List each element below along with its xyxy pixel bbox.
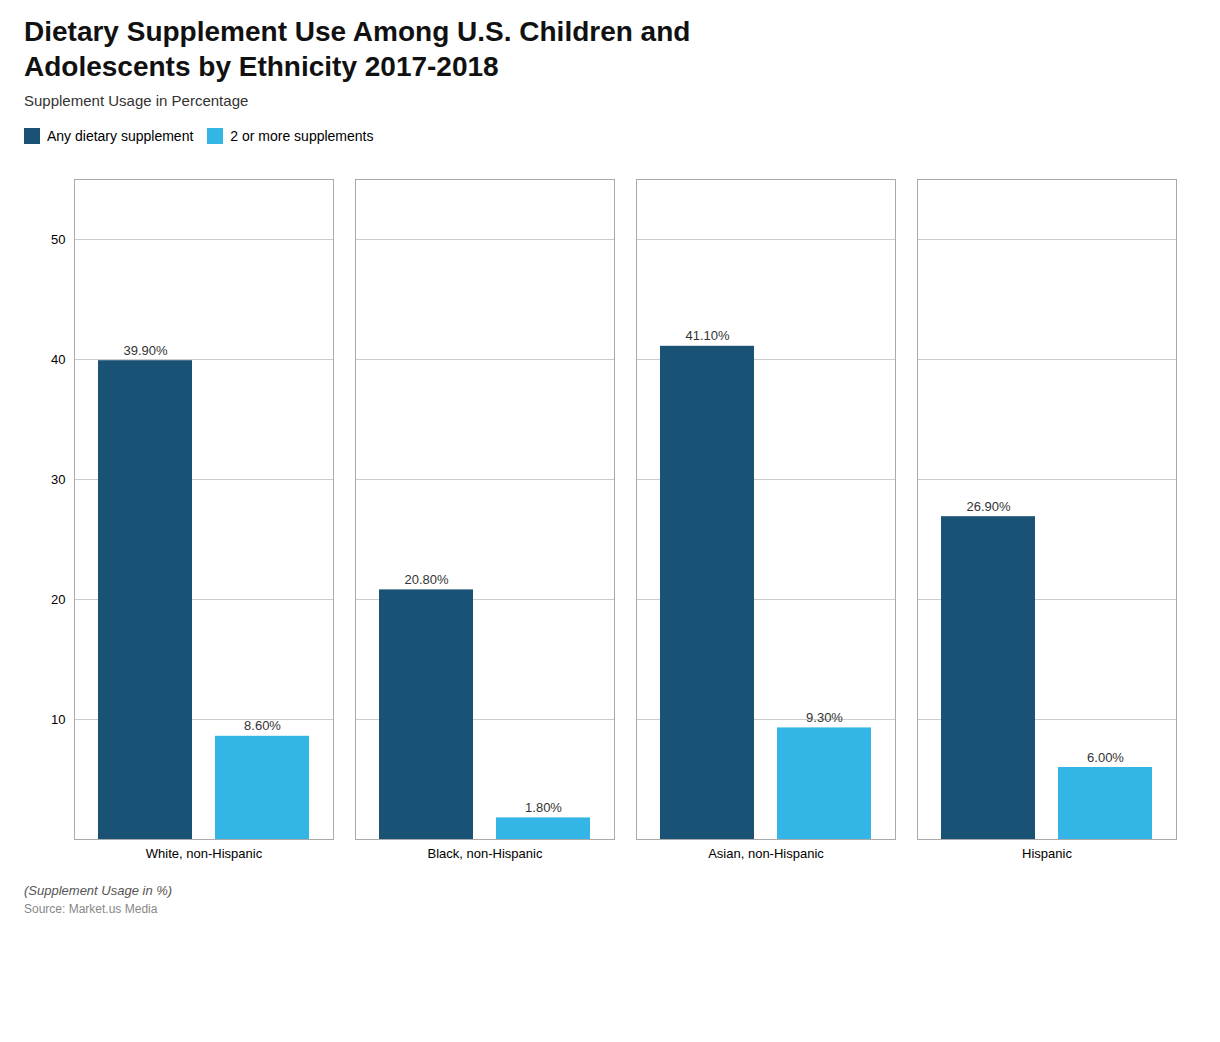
html-text:Any dietary supplement: Any dietary supplement: [47, 127, 194, 144]
svg-text:6.00%: 6.00%: [1087, 750, 1124, 765]
svg-text:41.10%: 41.10%: [685, 328, 730, 343]
html-text:Dietary Supplement Use Among U: Dietary Supplement Use Among U.S. Childr…: [24, 16, 691, 82]
svg-text:40: 40: [51, 352, 65, 367]
svg-text:39.90%: 39.90%: [123, 343, 168, 358]
svg-text:Asian, non-Hispanic: Asian, non-Hispanic: [708, 846, 824, 861]
svg-text:9.30%: 9.30%: [806, 710, 843, 725]
svg-text:50: 50: [51, 232, 65, 247]
svg-text:20.80%: 20.80%: [404, 572, 449, 587]
svg-text:Black, non-Hispanic: Black, non-Hispanic: [428, 846, 543, 861]
html-text:Source: Market.us Media: Source: Market.us Media: [24, 902, 158, 916]
svg-text:10: 10: [51, 712, 65, 727]
svg-text:26.90%: 26.90%: [966, 499, 1011, 514]
html-text:2 or more supplements: 2 or more supplements: [230, 127, 374, 144]
svg-text:30: 30: [51, 472, 65, 487]
svg-text:1.80%: 1.80%: [525, 800, 562, 815]
svg-text:20: 20: [51, 592, 65, 607]
svg-text:Hispanic: Hispanic: [1022, 846, 1072, 861]
html-text:Supplement Usage in Percentage: Supplement Usage in Percentage: [24, 92, 249, 109]
svg-text:8.60%: 8.60%: [244, 718, 281, 733]
html-text:(Supplement Usage in %): (Supplement Usage in %): [24, 883, 173, 898]
svg-text:White, non-Hispanic: White, non-Hispanic: [146, 846, 263, 861]
